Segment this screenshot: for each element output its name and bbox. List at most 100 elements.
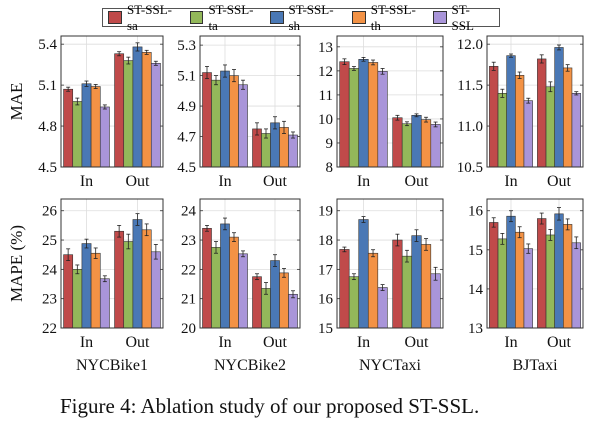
legend-swatch <box>189 11 204 24</box>
plot-frame <box>336 198 444 329</box>
x-tick-label: Out <box>126 173 151 190</box>
y-tick-label: 4.8 <box>38 119 57 135</box>
y-tick-label: 5.3 <box>177 38 196 54</box>
bar-st-ssl-th <box>229 236 239 329</box>
legend-swatch <box>269 11 284 24</box>
bar-st-ssl-sh <box>81 243 92 329</box>
bar-st-ssl-th <box>563 224 573 329</box>
legend-item: ST-SSL-th <box>351 1 426 34</box>
y-tick-label: 4.5 <box>38 160 57 176</box>
panel-1: 4.5 4.8 5.1 5.4 In Out MAE <box>7 35 164 190</box>
bar-st-ssl-ta <box>401 255 413 329</box>
bar-st-ssl-th <box>420 119 432 168</box>
bar-st-ssl-sa <box>202 228 212 329</box>
legend-swatch <box>108 11 122 24</box>
x-tick-label: Out <box>405 173 430 190</box>
legend-item: ST-SSL <box>432 1 492 34</box>
x-tick-label: In <box>218 173 231 190</box>
legend-label: ST-SSL-sa <box>126 1 172 33</box>
bar-st-ssl-ta <box>123 60 134 168</box>
x-tick-label: Out <box>263 334 288 351</box>
y-tick-label: 26 <box>42 204 58 220</box>
bar-st-ssl-th <box>90 252 101 329</box>
y-tick-label: 23 <box>42 292 57 308</box>
y-tick-label: 16 <box>468 204 484 220</box>
bar-st-ssl-sh <box>81 83 92 168</box>
panel-7: 15 16 17 18 19 In Out NYCTaxi <box>318 198 444 374</box>
y-tick-label: 11.5 <box>457 78 483 94</box>
bar-st-ssl <box>99 278 110 329</box>
bar-st-ssl-sh <box>270 260 280 329</box>
y-tick-label: 20 <box>181 321 196 337</box>
bar-st-ssl-sa <box>114 53 125 168</box>
bar-st-ssl-sh <box>554 47 564 168</box>
bar-st-ssl-sh <box>270 122 280 168</box>
y-tick-label: 13 <box>468 321 483 337</box>
y-axis-label: MAPE (%) <box>7 225 26 302</box>
y-tick-label: 17 <box>318 262 334 278</box>
y-tick-label: 22 <box>42 321 57 337</box>
legend-label: ST-SSL-sh <box>288 1 334 33</box>
panel-2: 4.5 4.7 4.9 5.1 5.3 In Out <box>177 35 301 190</box>
bar-st-ssl-sh <box>506 55 516 168</box>
y-tick-label: 12.0 <box>457 37 483 53</box>
bar-st-ssl-sa <box>537 58 547 168</box>
y-tick-label: 24 <box>181 204 197 220</box>
bar-st-ssl <box>150 251 161 329</box>
bar-st-ssl-ta <box>348 68 360 168</box>
plot-frame <box>336 35 444 168</box>
panel-5: 22 23 24 25 26 In Out MAPE (%) NYCBike1 <box>7 198 164 374</box>
y-tick-label: 22 <box>181 262 196 278</box>
x-tick-label: Out <box>126 334 151 351</box>
bar-st-ssl-sa <box>63 88 74 168</box>
plot-frame <box>60 198 164 329</box>
plot-frame <box>486 198 584 329</box>
bar-st-ssl-ta <box>497 238 507 329</box>
bar-st-ssl <box>430 273 441 329</box>
bar-st-ssl <box>430 124 441 168</box>
bar-st-ssl-sa <box>489 65 499 168</box>
dataset-label: NYCBike2 <box>214 357 286 374</box>
bar-st-ssl-sa <box>537 218 547 329</box>
bar-st-ssl <box>377 71 388 168</box>
y-tick-label: 11 <box>319 88 333 104</box>
bar-st-ssl-ta <box>72 101 83 168</box>
legend: ST-SSL-sa ST-SSL-ta ST-SSL-sh ST-SSL-th ST-S… <box>102 2 500 33</box>
bar-st-ssl-ta <box>72 269 83 329</box>
legend-item: ST-SSL-ta <box>189 2 263 34</box>
bar-st-ssl-ta <box>497 93 507 168</box>
bar-st-ssl <box>288 293 298 329</box>
bar-st-ssl <box>523 248 533 329</box>
y-tick-label: 13 <box>318 40 333 56</box>
y-tick-label: 10.5 <box>457 160 483 176</box>
y-tick-label: 10 <box>318 112 333 128</box>
bar-st-ssl <box>99 106 110 168</box>
bar-st-ssl-sh <box>132 46 143 168</box>
bar-st-ssl-ta <box>211 247 221 329</box>
x-tick-label: In <box>218 334 231 351</box>
bar-st-ssl-th <box>515 75 525 168</box>
bar-st-ssl-th <box>141 229 152 329</box>
x-tick-label: In <box>80 334 93 351</box>
bar-st-ssl-ta <box>545 234 555 329</box>
legend-label: ST-SSL <box>451 1 474 33</box>
bar-st-ssl-th <box>563 67 573 168</box>
plot-frame <box>199 198 301 329</box>
x-tick-label: Out <box>547 173 572 190</box>
panel-4: 10.5 11.0 11.5 12.0 In Out <box>457 35 584 190</box>
legend-swatch <box>351 11 366 24</box>
bar-st-ssl-sa <box>63 254 74 329</box>
bar-st-ssl-ta <box>401 123 413 168</box>
legend-label: ST-SSL-th <box>370 1 416 33</box>
legend-swatch <box>432 11 447 24</box>
bar-st-ssl-th <box>229 75 239 168</box>
bar-st-ssl-th <box>279 272 289 329</box>
bar-st-ssl-sa <box>202 72 212 168</box>
y-tick-label: 12 <box>318 64 333 80</box>
bar-st-ssl-sh <box>506 215 516 329</box>
panel-8: 13 14 15 16 In Out BJTaxi <box>468 198 584 374</box>
bar-st-ssl <box>377 287 388 329</box>
panel-3: 8 9 10 11 12 13 In Out <box>318 35 444 190</box>
bar-st-ssl-sh <box>220 223 230 329</box>
